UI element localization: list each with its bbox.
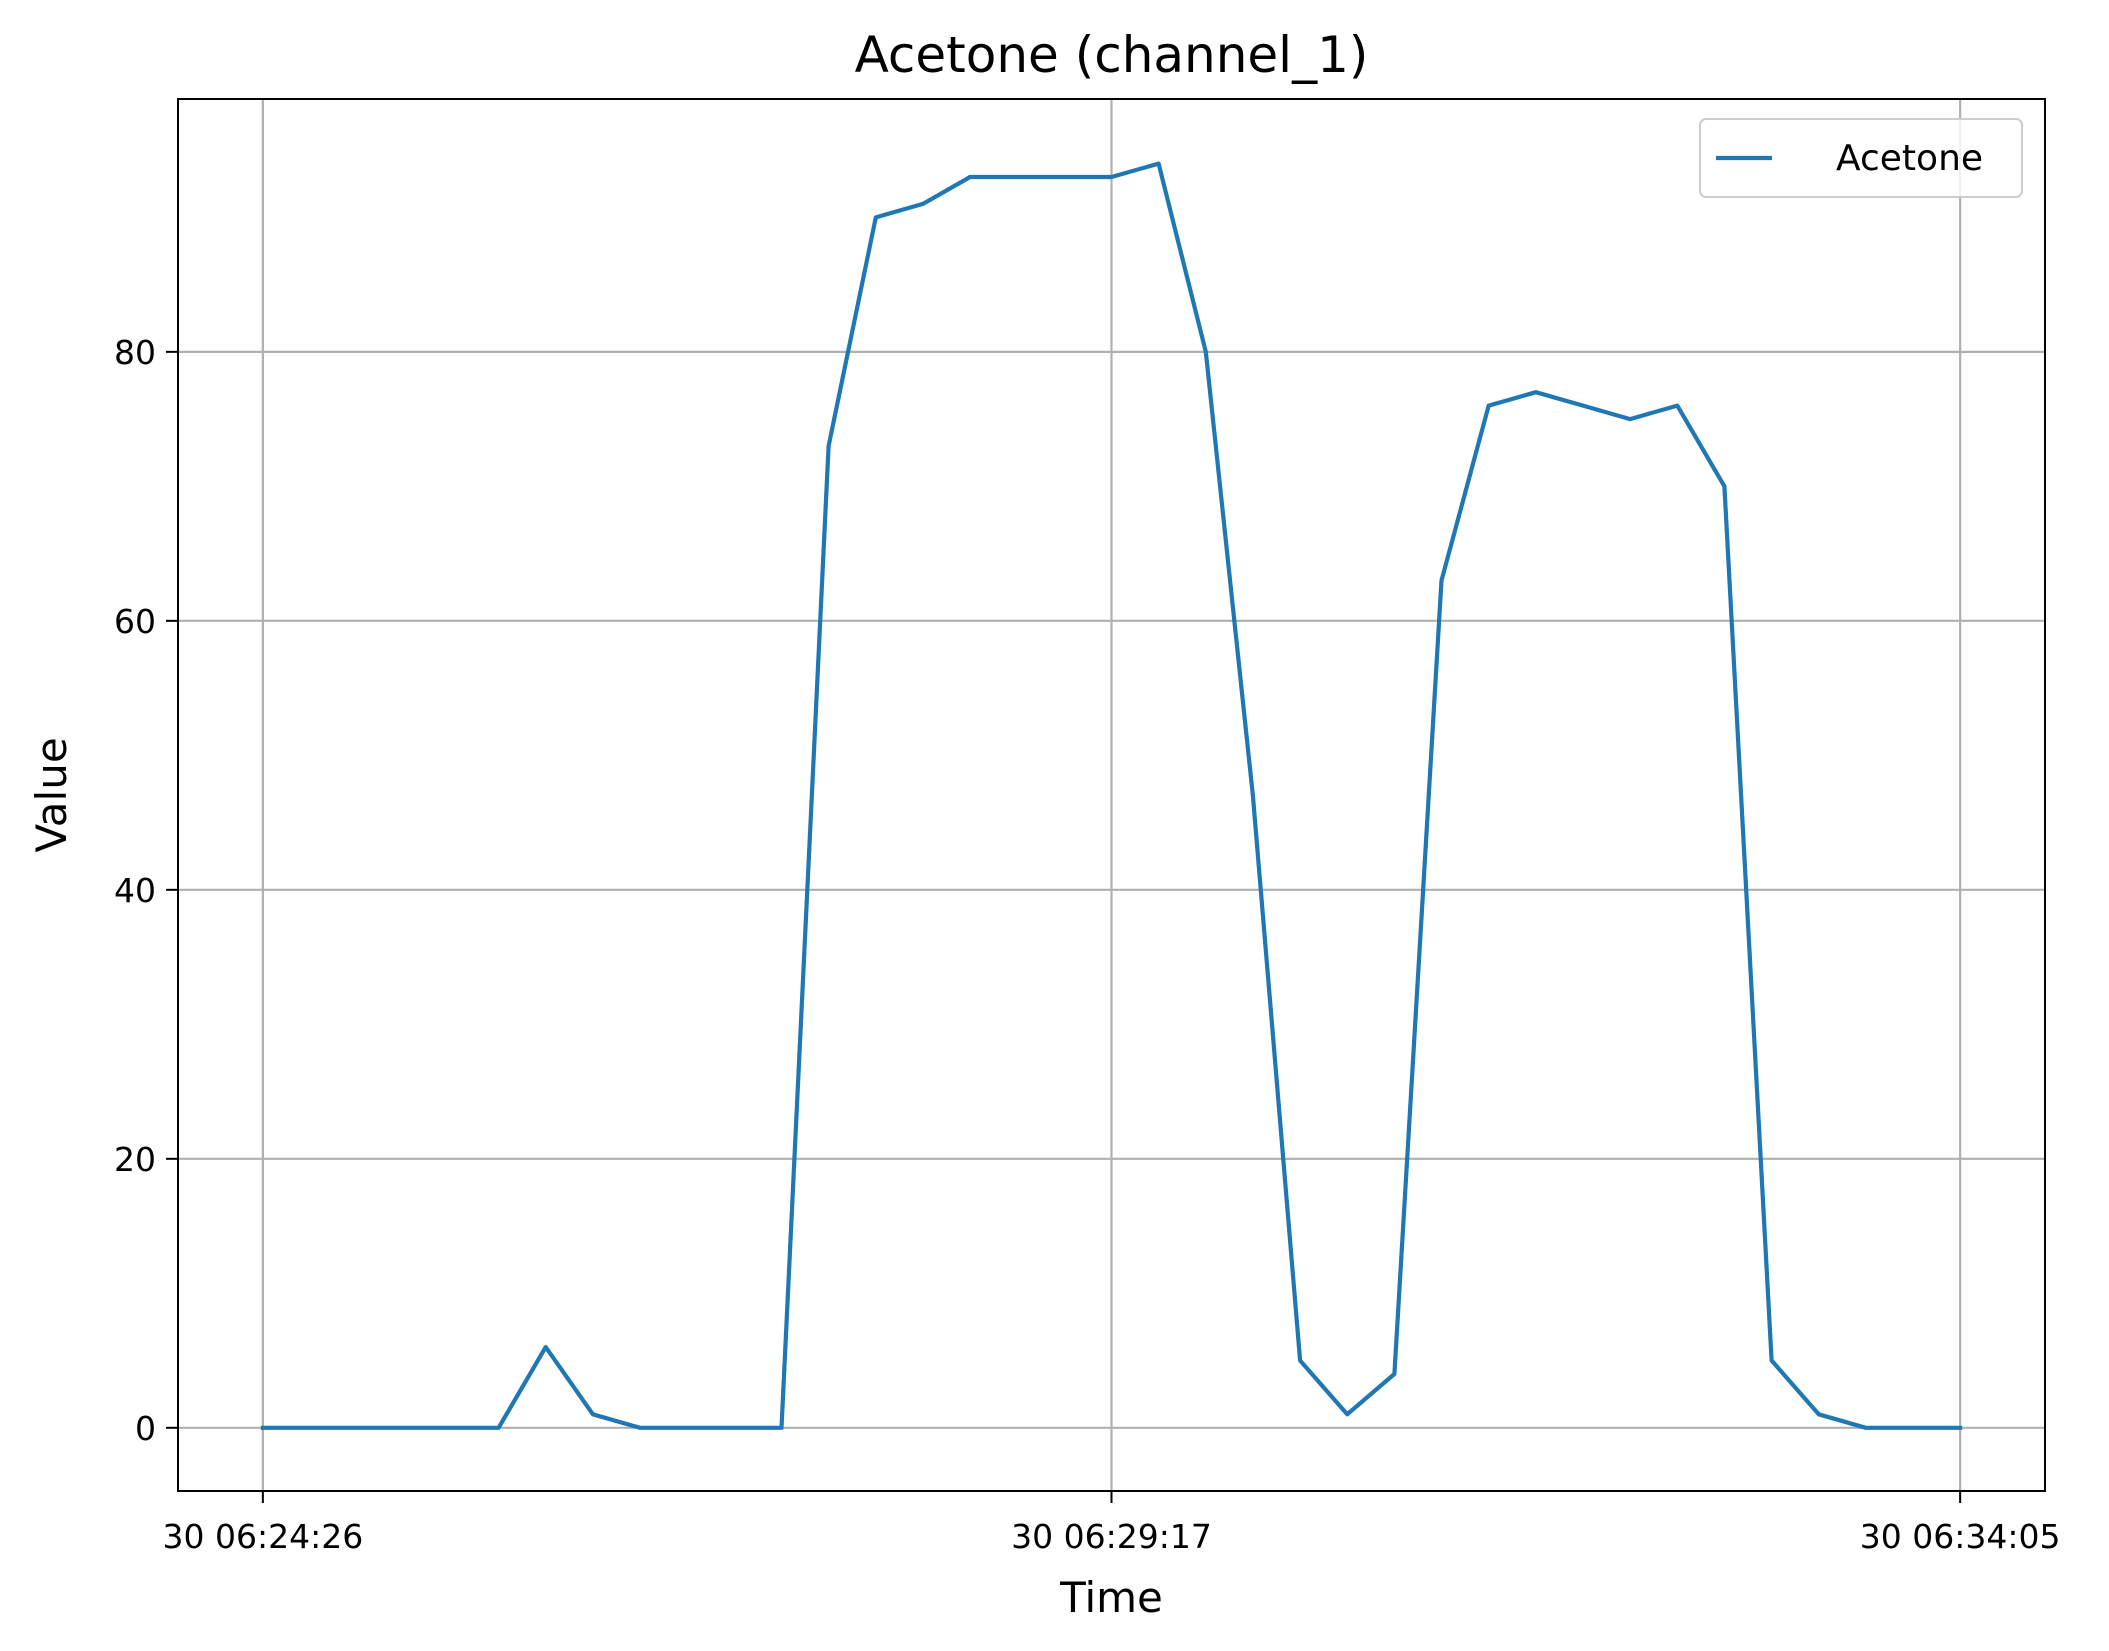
chart-title: Acetone (channel_1) — [855, 26, 1369, 84]
y-tick-label: 80 — [114, 333, 156, 372]
series-line-acetone — [260, 161, 1963, 1430]
x-tick-label: 30 06:24:26 — [163, 1517, 364, 1556]
legend-box — [1699, 118, 2023, 198]
legend: Acetone — [1699, 118, 2023, 198]
y-tick-label: 20 — [114, 1140, 156, 1179]
grid — [178, 99, 2045, 1491]
legend-entry: Acetone — [1836, 138, 1983, 179]
x-tick-label: 30 06:29:17 — [1011, 1517, 1212, 1556]
x-axis-label: Time — [1059, 1573, 1163, 1622]
y-tick-label: 60 — [114, 602, 156, 641]
y-tick-label: 40 — [114, 871, 156, 910]
y-tick-label: 0 — [135, 1409, 156, 1448]
series-layer — [260, 161, 1963, 1430]
y-axis-label: Value — [27, 737, 76, 852]
ticks: 0 20 40 60 80 30 06:24:26 30 06:29:17 30 06:34:… — [114, 333, 2060, 1556]
x-tick-label: 30 06:34:05 — [1860, 1517, 2061, 1556]
